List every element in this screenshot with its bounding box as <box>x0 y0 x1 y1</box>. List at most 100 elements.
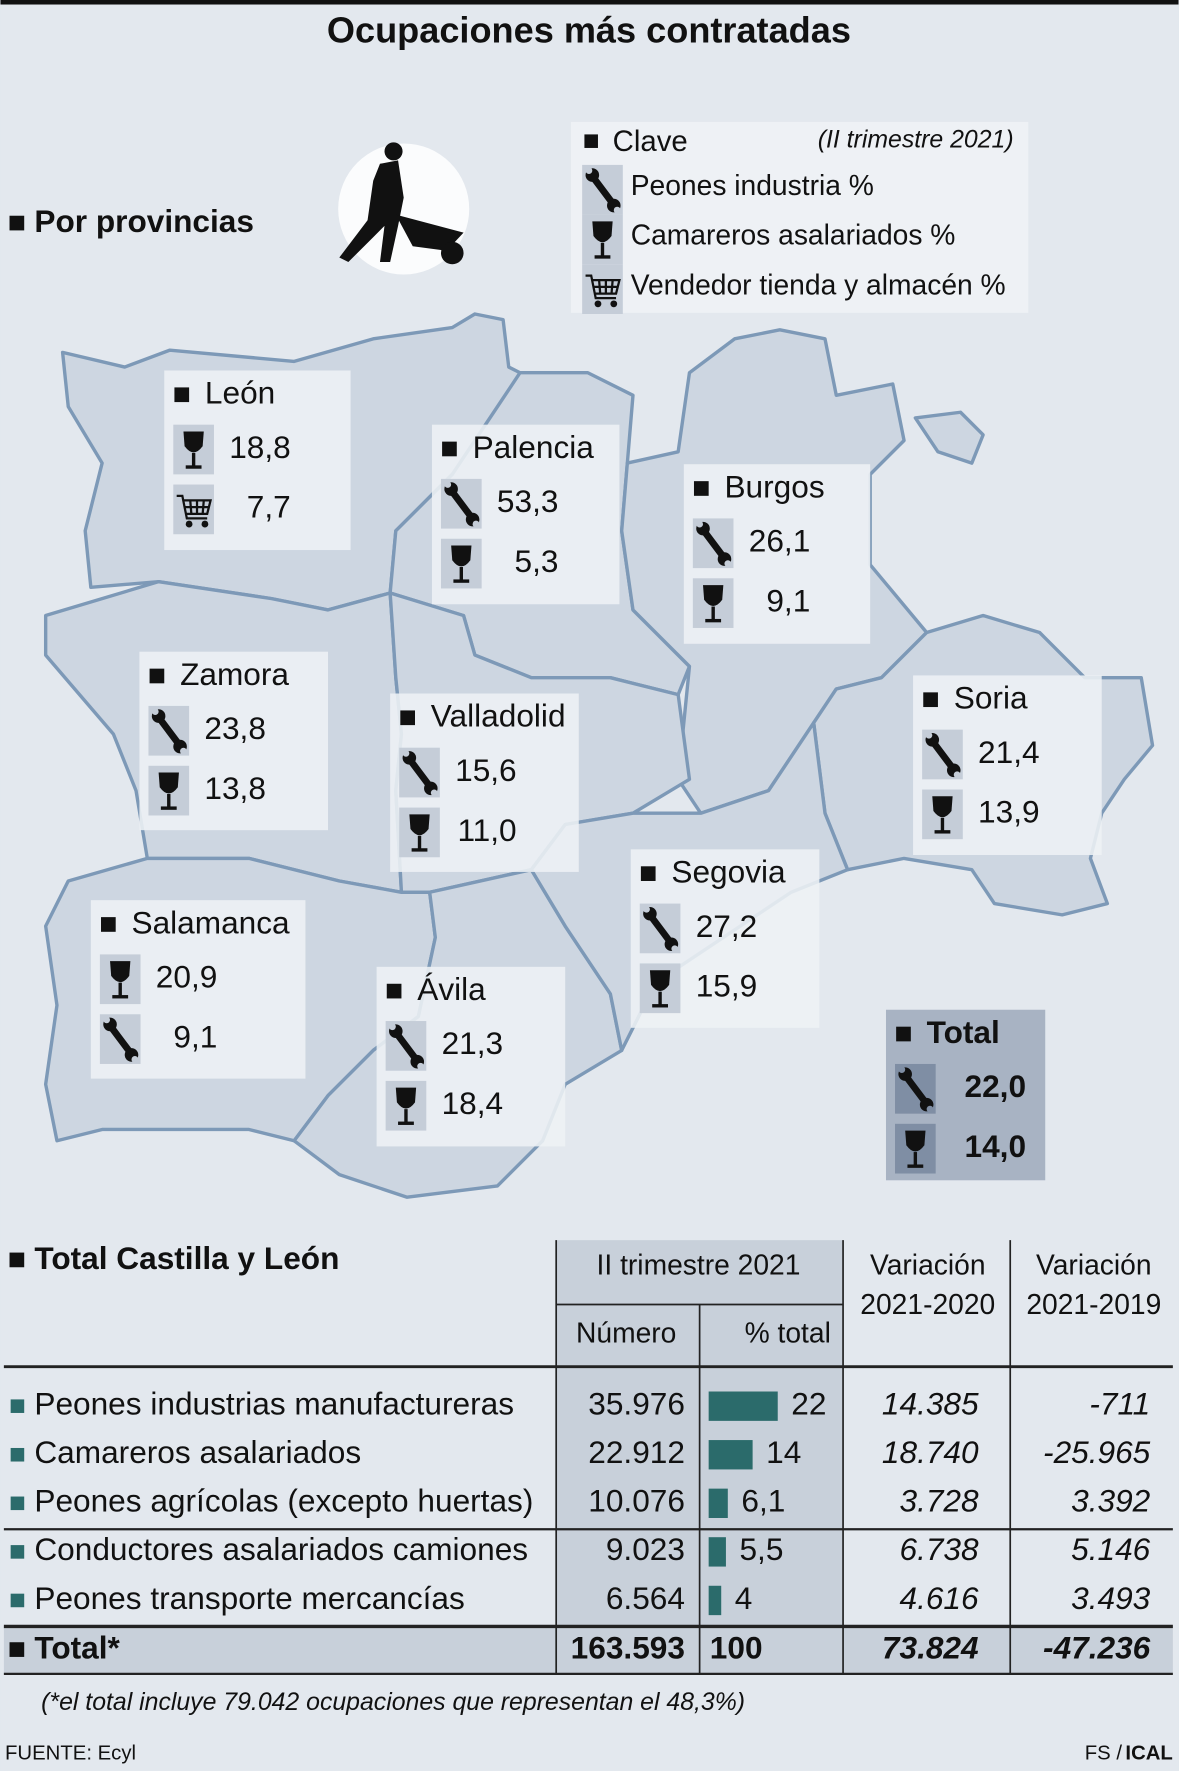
row-label: Total* <box>34 1630 120 1666</box>
jaw <box>953 771 961 779</box>
wrench-icon <box>385 1021 427 1071</box>
glass <box>932 796 953 818</box>
row-label: Peones industrias manufactureras <box>34 1386 514 1422</box>
total-shade <box>3 1626 1173 1674</box>
bullet <box>10 1399 25 1413</box>
province-panel: Valladolid 15,6 11,0 <box>390 693 579 872</box>
jaw <box>643 905 650 913</box>
jaw <box>103 1016 111 1024</box>
bullet <box>584 134 598 148</box>
base <box>453 579 470 583</box>
footnote: (*el total incluye 79.042 ocupaciones qu… <box>41 1689 745 1716</box>
province-value: 20,9 <box>156 959 218 995</box>
jaw <box>696 520 704 528</box>
glass <box>110 961 131 983</box>
province-value: 15,9 <box>696 968 758 1004</box>
cart-icon <box>173 484 214 535</box>
wine-icon <box>692 578 734 628</box>
row-pct: 14 <box>766 1434 801 1470</box>
bullet <box>101 917 116 932</box>
province-value: 21,3 <box>442 1025 504 1061</box>
bullet <box>10 1496 25 1511</box>
credit: FS / <box>1085 1742 1123 1764</box>
pct-bar <box>708 1391 778 1421</box>
column-header: 2021-2020 <box>860 1288 995 1320</box>
province-shape <box>913 410 985 465</box>
glass <box>395 1087 417 1109</box>
row-var-2020: 14.385 <box>882 1386 979 1422</box>
province-value: 13,8 <box>204 770 266 806</box>
row-pct: 4 <box>735 1580 753 1616</box>
wrench-icon <box>582 164 623 215</box>
bullet <box>640 866 656 881</box>
province-value: 18,8 <box>229 429 291 465</box>
key-item: Vendedor tienda y almacén % <box>631 268 1006 300</box>
bullet <box>9 1642 25 1657</box>
bullet <box>693 481 709 496</box>
wrench-icon <box>639 903 681 954</box>
province-value: 9,1 <box>173 1018 217 1054</box>
wine-icon <box>173 424 214 475</box>
row-numero: 22.912 <box>588 1434 685 1470</box>
bullet <box>442 441 457 457</box>
row-label: Conductores asalariados camiones <box>34 1531 528 1567</box>
province-name: Salamanca <box>132 904 291 940</box>
pct-bar <box>708 1488 728 1518</box>
jaw <box>417 1062 425 1070</box>
row-numero: 10.076 <box>588 1483 685 1519</box>
bullet <box>896 1026 911 1042</box>
row-var-2019: 3.493 <box>1071 1580 1151 1616</box>
jaw <box>472 520 480 528</box>
base <box>705 618 722 623</box>
jaw <box>613 206 621 214</box>
base <box>398 1121 414 1125</box>
row-var-2019: -25.965 <box>1043 1434 1151 1470</box>
province-panel: Palencia 53,3 5,3 <box>431 424 620 605</box>
province-panel: Total 22,0 14,0 <box>885 1009 1046 1181</box>
jaw <box>898 1066 906 1073</box>
row-var-2020: 4.616 <box>899 1580 979 1616</box>
stem <box>913 1152 918 1166</box>
jaw <box>926 1105 934 1113</box>
province-panel: Segovia 27,2 15,9 <box>630 849 820 1028</box>
group-header: II trimestre 2021 <box>597 1249 801 1281</box>
row-var-2019: -47.236 <box>1043 1630 1151 1666</box>
base <box>934 830 951 834</box>
row-pct: 22 <box>791 1386 826 1422</box>
glass <box>703 585 724 606</box>
top-rule <box>0 0 1179 5</box>
wheel <box>594 300 602 308</box>
wine-icon <box>399 807 440 858</box>
glass <box>451 545 472 567</box>
table: Total Castilla y León II trimestre 2021 … <box>3 1240 1173 1675</box>
row-label: Peones agrícolas (excepto huertas) <box>34 1483 533 1519</box>
jaw <box>585 167 593 174</box>
province-panel: Burgos 26,1 9,1 <box>683 464 871 644</box>
province-name: León <box>205 375 275 411</box>
province-name: Valladolid <box>431 698 566 734</box>
wrench-icon <box>148 705 190 756</box>
key-item: Camareros asalariados % <box>631 219 956 251</box>
province-value: 13,9 <box>978 794 1040 830</box>
wheel <box>610 300 618 308</box>
province-panel: Soria 21,4 13,9 <box>913 675 1102 856</box>
stem <box>404 1109 408 1123</box>
bullet <box>923 692 938 708</box>
row-pct: 5,5 <box>739 1531 783 1567</box>
bullet <box>174 387 190 403</box>
stem <box>118 982 122 997</box>
glass <box>649 970 671 992</box>
row-pct: 100 <box>710 1630 763 1666</box>
stem <box>940 817 945 832</box>
base <box>652 1004 668 1008</box>
stem <box>658 991 662 1006</box>
wine-icon <box>99 954 141 1005</box>
glass <box>409 814 430 836</box>
wine-icon <box>385 1080 427 1131</box>
wrench-icon <box>692 518 734 569</box>
stem <box>459 566 463 581</box>
province-panel: Zamora 23,8 13,8 <box>139 651 329 831</box>
wine-icon <box>922 789 963 840</box>
base <box>185 465 202 469</box>
